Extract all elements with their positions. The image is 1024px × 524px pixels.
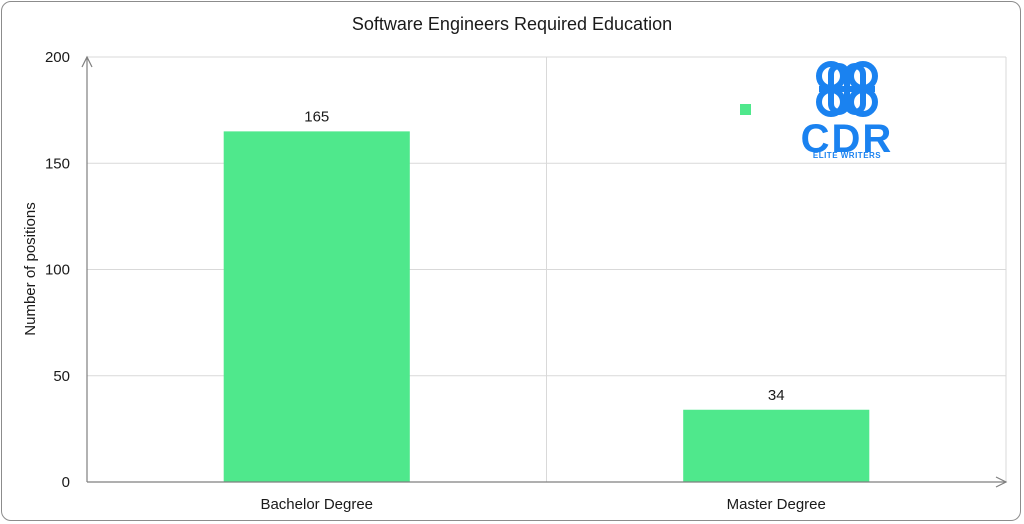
logo-knot-icon bbox=[816, 61, 878, 117]
x-tick-label: Bachelor Degree bbox=[260, 496, 373, 513]
y-tick-label: 0 bbox=[62, 474, 70, 491]
y-axis-arrow bbox=[81, 55, 93, 68]
cdr-logo: CDR ELITE WRITERS bbox=[801, 61, 894, 161]
y-axis-title: Number of positions bbox=[22, 202, 39, 335]
bar bbox=[223, 131, 410, 482]
x-axis-arrow bbox=[995, 476, 1008, 488]
bar-layer bbox=[223, 131, 870, 482]
legend bbox=[740, 104, 751, 115]
x-tick-label: Master Degree bbox=[727, 496, 826, 513]
y-tick-label: 200 bbox=[45, 49, 70, 66]
bar bbox=[683, 409, 870, 482]
data-label: 34 bbox=[768, 387, 785, 404]
y-tick-label: 100 bbox=[45, 262, 70, 279]
data-label: 165 bbox=[304, 108, 329, 125]
logo-subtitle: ELITE WRITERS bbox=[813, 151, 881, 160]
logo-text: CDR bbox=[801, 117, 894, 161]
chart-title: Software Engineers Required Education bbox=[352, 14, 672, 34]
y-tick-label: 150 bbox=[45, 155, 70, 172]
y-tick-label: 50 bbox=[53, 368, 70, 385]
legend-swatch bbox=[740, 104, 751, 115]
label-layer: 0 50 100 150 200 165 Bachelor Degree 34 Master D… bbox=[45, 49, 826, 513]
axis-layer bbox=[81, 55, 1008, 488]
